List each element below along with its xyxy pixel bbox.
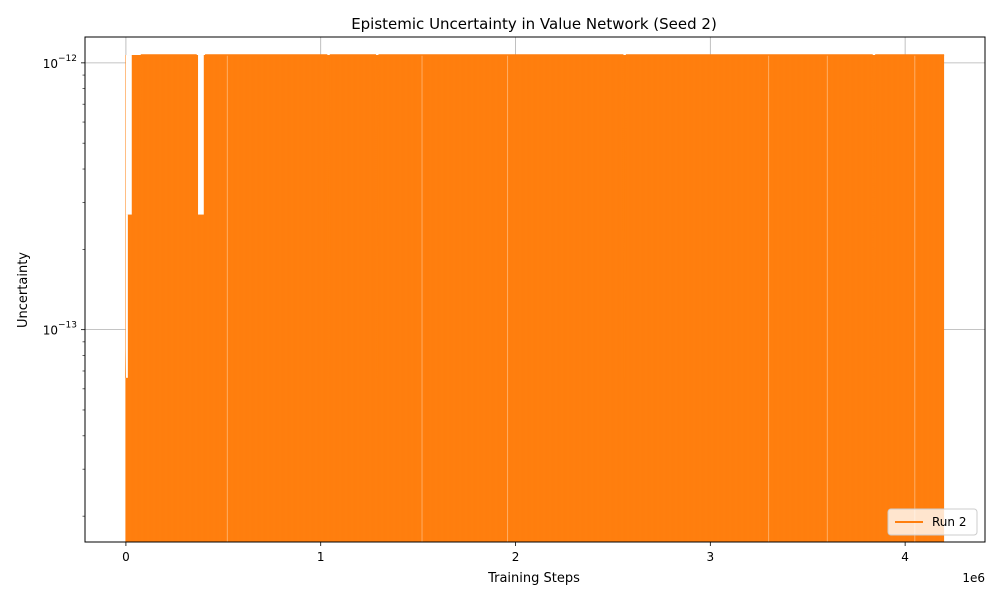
x-axis-offset-label: 1e6 xyxy=(962,571,985,585)
series-run-2-trace xyxy=(125,54,945,378)
y-axis-ticks: 10−13 10−12 xyxy=(43,54,85,517)
y-axis-label: Uncertainty xyxy=(16,252,31,328)
series-run-2-line xyxy=(125,55,944,542)
x-axis-ticks: 0 1 2 3 4 xyxy=(122,542,909,564)
y-tick-label: 10−12 xyxy=(43,54,77,71)
legend-label-run-2: Run 2 xyxy=(932,515,966,529)
legend: Run 2 xyxy=(887,508,978,536)
x-tick-label: 2 xyxy=(512,550,520,564)
series-run-2-group xyxy=(125,54,945,542)
y-tick-label: 10−13 xyxy=(43,321,77,338)
x-tick-label: 0 xyxy=(122,550,130,564)
series-run-2-notch xyxy=(198,55,204,215)
x-axis-label: Training Steps xyxy=(487,571,580,586)
series-run-2-start-low-notch xyxy=(125,214,128,378)
series-run-2 xyxy=(125,54,945,542)
legend-box xyxy=(887,508,978,536)
series-run-2-start-notch xyxy=(125,55,132,215)
x-tick-label: 3 xyxy=(707,550,715,564)
x-tick-label: 1 xyxy=(317,550,325,564)
x-tick-label: 4 xyxy=(901,550,909,564)
chart-title: Epistemic Uncertainty in Value Network (… xyxy=(351,15,717,33)
plot-frame xyxy=(84,36,986,543)
